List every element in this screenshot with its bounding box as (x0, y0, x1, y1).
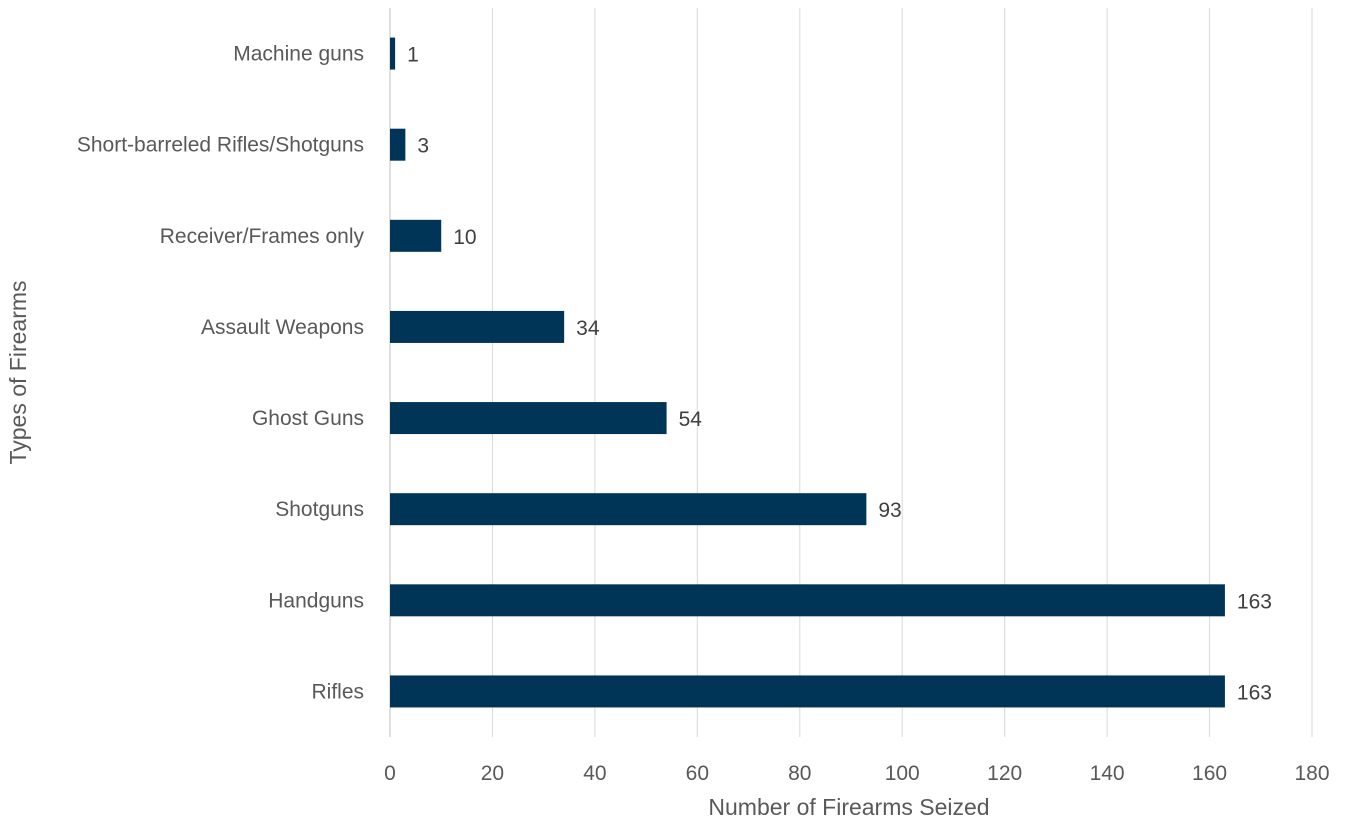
x-tick-label: 120 (987, 762, 1022, 785)
data-label: 93 (878, 499, 901, 522)
data-label: 3 (417, 135, 429, 158)
x-tick-labels: 0 20 40 60 80 100 120 140 160 180 (384, 762, 1329, 785)
category-label: Machine guns (233, 43, 364, 66)
category-label: Ghost Guns (252, 407, 364, 430)
x-tick-label: 0 (384, 762, 396, 785)
bar (390, 219, 442, 252)
x-tick-label: 20 (481, 762, 504, 785)
bar (390, 37, 396, 70)
x-tick-label: 80 (788, 762, 811, 785)
x-tick-label: 100 (885, 762, 920, 785)
data-label: 34 (576, 317, 600, 340)
x-tick-label: 40 (583, 762, 606, 785)
x-tick-label: 180 (1294, 762, 1329, 785)
bars (390, 37, 1225, 708)
category-labels: Machine guns Short-barreled Rifles/Shotgu… (77, 43, 365, 704)
bar (390, 402, 667, 435)
bar (390, 493, 867, 526)
category-label: Assault Weapons (201, 316, 364, 339)
x-tick-label: 160 (1192, 762, 1227, 785)
data-label: 1 (407, 44, 419, 67)
x-tick-label: 140 (1090, 762, 1125, 785)
bar (390, 675, 1225, 708)
bar (390, 128, 406, 161)
category-label: Receiver/Frames only (160, 225, 365, 248)
category-label: Shotguns (275, 498, 364, 521)
y-axis-title: Types of Firearms (5, 280, 31, 464)
x-tick-label: 60 (686, 762, 709, 785)
data-label: 163 (1237, 590, 1272, 613)
bar (390, 584, 1225, 617)
data-labels: 1 3 10 34 54 93 163 163 (407, 44, 1272, 705)
category-label: Short-barreled Rifles/Shotguns (77, 134, 364, 157)
gridlines (389, 8, 1313, 737)
x-axis-title: Number of Firearms Seized (708, 794, 989, 820)
data-label: 10 (453, 226, 476, 249)
category-label: Rifles (311, 680, 364, 703)
category-label: Handguns (268, 589, 364, 612)
bar (390, 310, 565, 343)
data-label: 54 (679, 408, 703, 431)
data-label: 163 (1237, 681, 1272, 704)
